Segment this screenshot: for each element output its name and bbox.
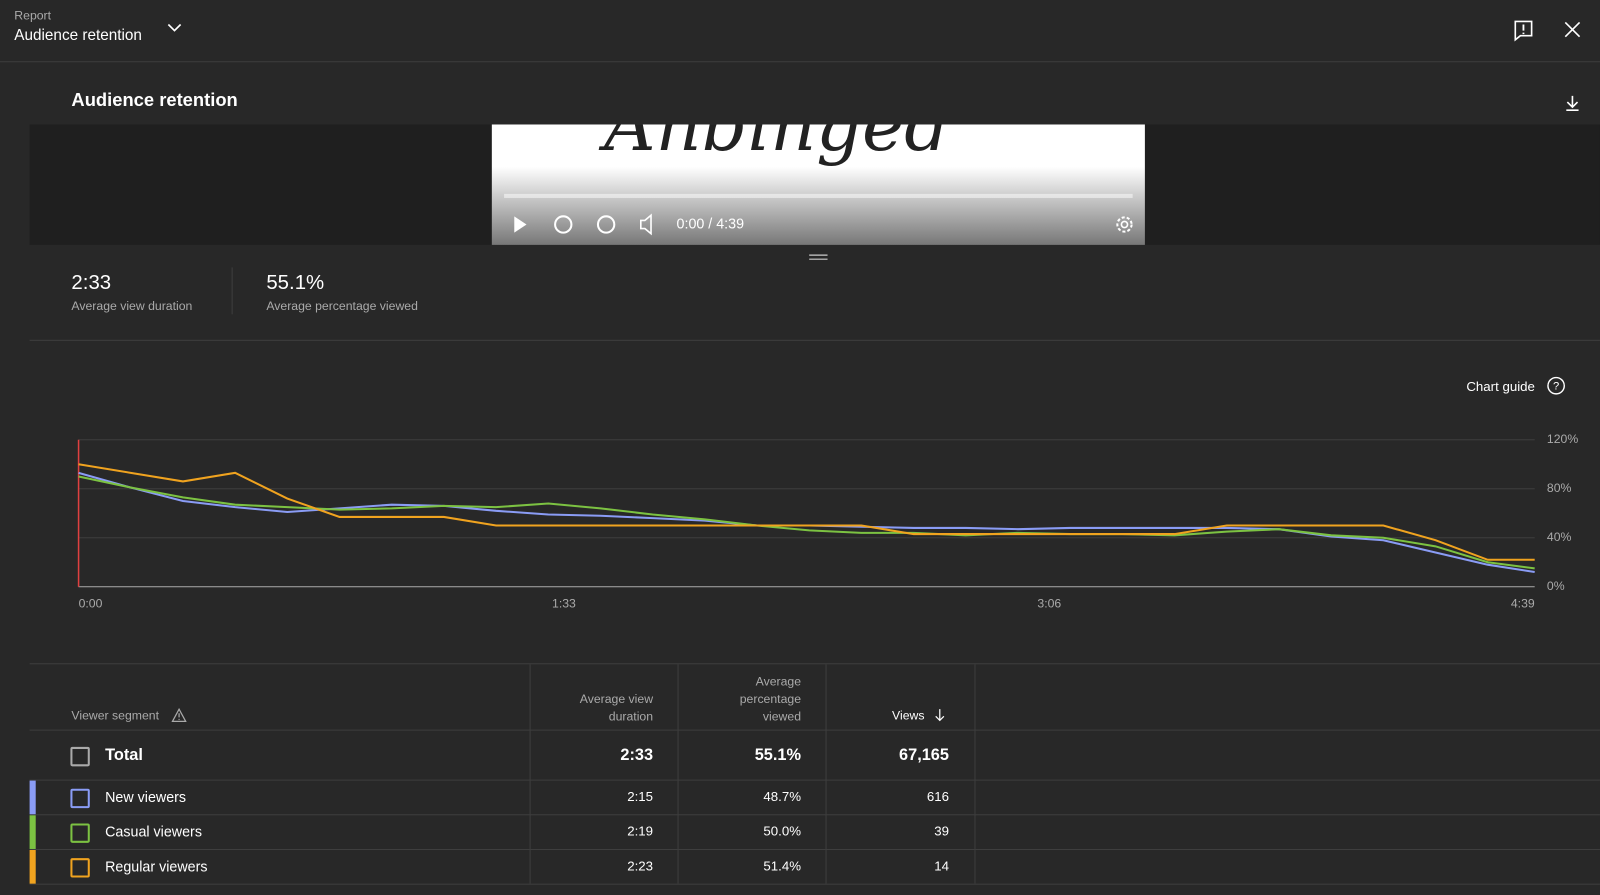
cell: 51.4% <box>763 858 802 874</box>
divider <box>29 883 1600 885</box>
cell: 2:23 <box>627 858 654 874</box>
column-header[interactable]: Average view duration <box>579 691 654 724</box>
svg-text:?: ? <box>1553 381 1559 393</box>
cell: 616 <box>926 788 949 805</box>
dropdown-icon[interactable] <box>166 19 182 35</box>
cell: 2:33 <box>620 746 654 765</box>
video-player[interactable]: Anbinged 0:00 / 4:39 <box>491 124 1145 245</box>
column-header[interactable]: Views <box>892 708 925 723</box>
sort-icon[interactable] <box>933 708 947 722</box>
y-tick-label: 80% <box>1547 481 1572 495</box>
segment-color <box>29 815 36 849</box>
segment-color <box>29 849 36 884</box>
cell: 39 <box>934 823 949 839</box>
x-tick-label: 0:00 <box>79 596 103 610</box>
checkbox[interactable] <box>70 823 90 843</box>
summary-label: Average view duration <box>71 298 193 314</box>
y-tick-label: 40% <box>1547 530 1572 544</box>
retention-line <box>78 463 1535 561</box>
retention-line <box>78 475 1535 570</box>
player-controls[interactable] <box>510 212 755 236</box>
y-tick-label: 120% <box>1547 432 1578 446</box>
summary-value: 2:33 <box>71 271 112 294</box>
cell: 50.0% <box>763 823 802 839</box>
column-header: Viewer segment <box>71 708 160 723</box>
header-label: Report <box>14 8 52 23</box>
divider <box>29 814 1600 816</box>
divider <box>29 339 1600 341</box>
download-icon[interactable] <box>1563 94 1581 112</box>
divider <box>677 664 679 884</box>
summary-value: 55.1% <box>266 271 325 294</box>
divider <box>0 61 1600 63</box>
settings-icon[interactable] <box>1113 213 1135 235</box>
video-frame: Anbinged <box>604 124 950 168</box>
header-title[interactable]: Audience retention <box>14 26 142 44</box>
divider <box>29 729 1600 731</box>
x-tick-label: 3:06 <box>1037 596 1061 610</box>
divider <box>29 663 1600 665</box>
cell: 2:15 <box>627 788 654 805</box>
progress-bar[interactable] <box>504 193 1133 198</box>
warning-icon[interactable] <box>171 708 187 723</box>
feedback-icon[interactable] <box>1512 19 1534 42</box>
row-label: New viewers <box>105 788 187 806</box>
divider <box>529 664 531 884</box>
cell: 14 <box>934 858 949 874</box>
checkbox[interactable] <box>70 788 90 809</box>
divider <box>29 848 1600 850</box>
resize-handle[interactable] <box>808 253 828 261</box>
x-tick-label: 4:39 <box>1511 596 1535 610</box>
cell: 67,165 <box>899 746 949 765</box>
checkbox[interactable] <box>70 746 90 767</box>
retention-line <box>78 471 1535 574</box>
row-label: Casual viewers <box>105 823 202 840</box>
summary-label: Average percentage viewed <box>266 298 418 314</box>
retention-chart: 0% 40% 80% 120% 0:00 1:33 3:06 4:39 <box>77 432 1578 610</box>
column-header[interactable]: Average percentage viewed <box>739 674 802 724</box>
close-icon[interactable] <box>1563 20 1581 38</box>
divider <box>974 664 976 884</box>
cell: 55.1% <box>754 746 802 765</box>
time-display: 0:00 / 4:39 <box>676 215 745 232</box>
section-title: Audience retention <box>71 89 238 111</box>
row-label: Regular viewers <box>105 858 208 875</box>
segment-color <box>29 780 36 815</box>
y-tick-label: 0% <box>1547 579 1565 593</box>
chart-guide[interactable]: Chart guide <box>1466 378 1535 394</box>
row-label: Total <box>105 746 143 765</box>
checkbox[interactable] <box>70 858 90 878</box>
divider <box>825 664 827 884</box>
divider <box>231 267 233 315</box>
divider <box>29 779 1600 781</box>
cell: 48.7% <box>763 788 802 805</box>
x-tick-label: 1:33 <box>552 596 576 610</box>
cell: 2:19 <box>627 823 654 839</box>
help-icon[interactable]: ? <box>1546 376 1566 396</box>
